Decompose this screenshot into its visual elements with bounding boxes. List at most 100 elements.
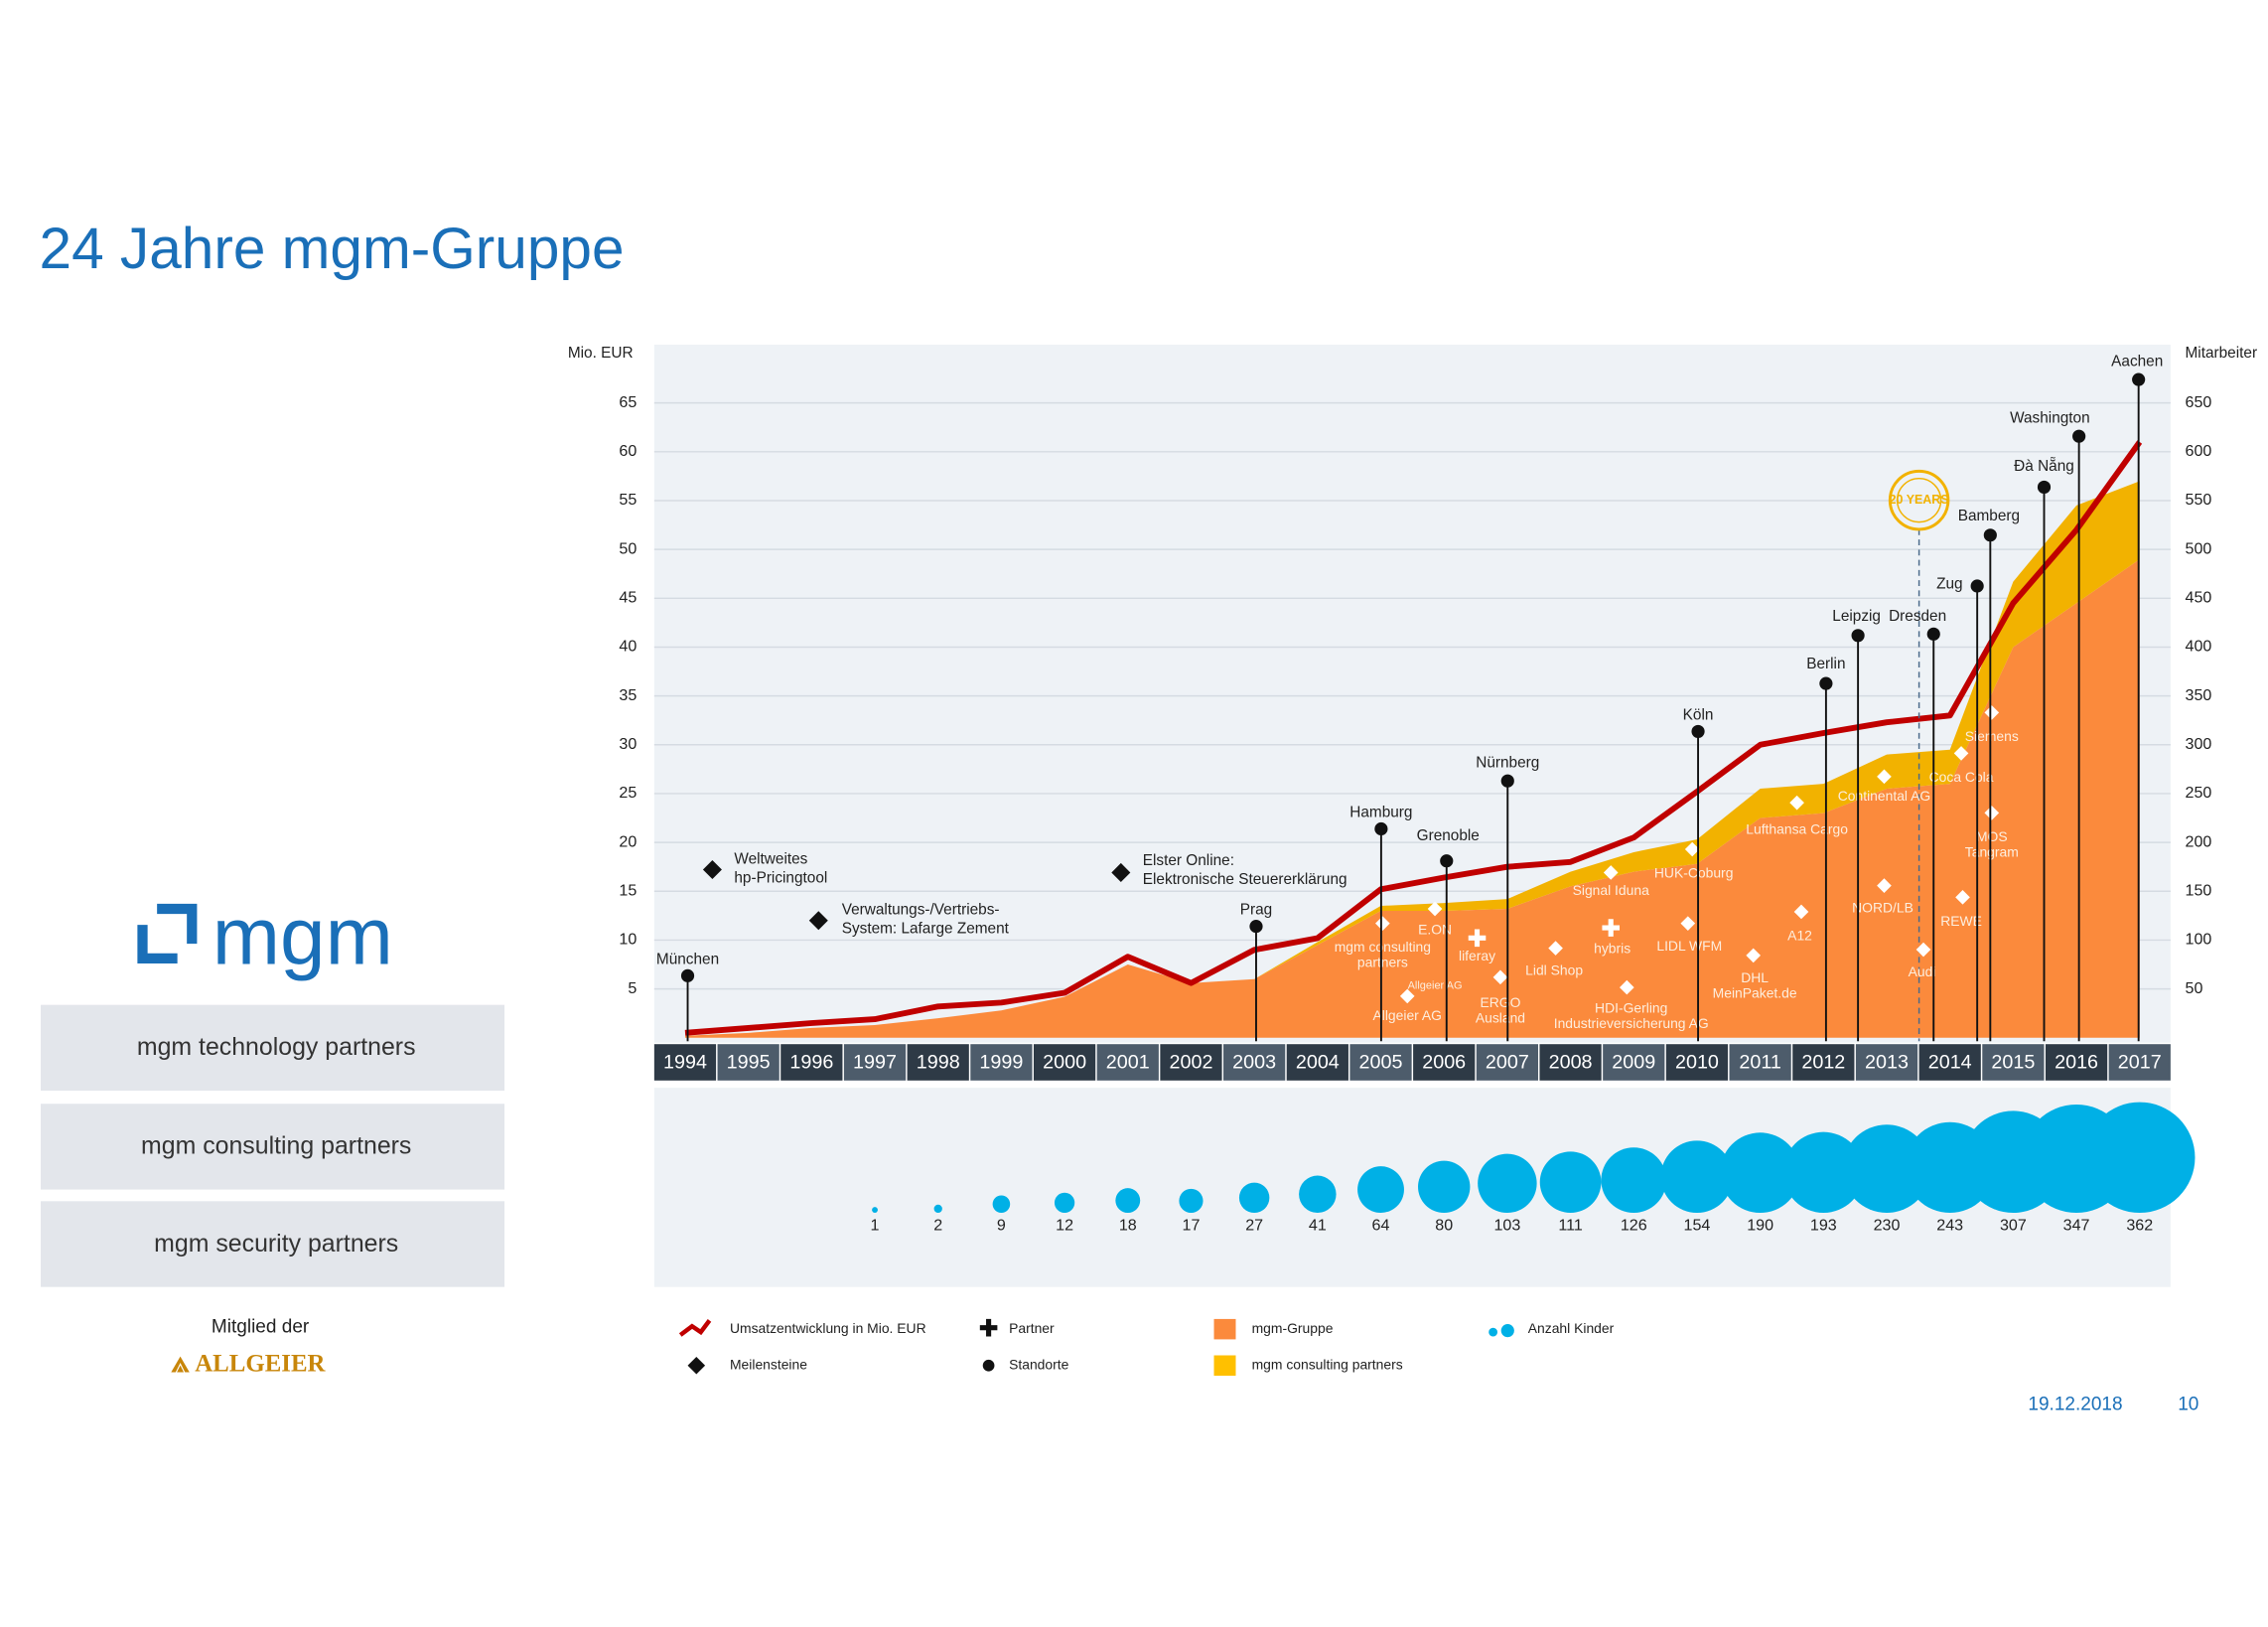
location-label: München — [656, 951, 719, 967]
year-cell — [970, 1044, 1033, 1081]
partner-label: hybris — [1594, 941, 1630, 957]
y2-tick-label: 150 — [2186, 882, 2212, 900]
company-box — [41, 1201, 505, 1287]
client-marker — [1399, 988, 1415, 1004]
location-label: Washington — [2010, 410, 2090, 427]
location-marker — [2037, 480, 2052, 495]
legend-label: mgm-Gruppe — [1252, 1320, 1334, 1336]
y2-tick-label: 400 — [2186, 638, 2212, 656]
y2-tick-label: 550 — [2186, 491, 2212, 509]
year-cell — [1096, 1044, 1159, 1081]
y-tick-label: 15 — [619, 882, 637, 900]
year-cell — [1033, 1044, 1096, 1081]
client-marker — [1789, 795, 1804, 811]
x-tick-label: 1998 — [917, 1051, 960, 1073]
year-cell — [2108, 1044, 2171, 1081]
location-marker — [680, 968, 695, 982]
partner-marker — [1602, 919, 1620, 937]
legend-label: mgm consulting partners — [1252, 1356, 1403, 1372]
year-cell — [1539, 1044, 1602, 1081]
x-tick-label: 2001 — [1106, 1051, 1150, 1073]
client-label: LIDL WFM — [1656, 938, 1722, 954]
bubble-label: 41 — [1309, 1216, 1327, 1234]
x-tick-label: 2009 — [1612, 1051, 1655, 1073]
client-marker — [1746, 948, 1762, 963]
year-cell — [843, 1044, 907, 1081]
badge-text: 20 YEARS — [1890, 493, 1949, 507]
logo-icon — [137, 925, 178, 963]
year-cell — [717, 1044, 780, 1081]
year-cell — [1918, 1044, 1981, 1081]
client-label: REWE — [1940, 913, 1982, 929]
client-label: Ausland — [1476, 1009, 1525, 1025]
client-label: Coca Cola — [1929, 769, 1994, 785]
location-marker — [1926, 627, 1940, 641]
location-label: Đà Nẵng — [2014, 458, 2074, 475]
y-tick-label: 60 — [619, 442, 637, 460]
legend-line — [678, 1319, 712, 1337]
location-label: Aachen — [2111, 354, 2163, 370]
legend-label: Standorte — [1009, 1356, 1069, 1372]
milestone-label: Elster Online: — [1143, 852, 1234, 869]
bubble-label: 362 — [2126, 1216, 2153, 1234]
y-tick-label: 20 — [619, 832, 637, 850]
x-tick-label: 2002 — [1169, 1051, 1212, 1073]
bubble — [1115, 1188, 1141, 1214]
client-label: DHL — [1741, 969, 1769, 985]
bubble-label: 307 — [2000, 1216, 2027, 1234]
y2-tick-label: 200 — [2186, 832, 2212, 850]
client-label: Tangram — [1965, 843, 2019, 859]
bubble-label: 9 — [997, 1216, 1006, 1234]
client-label: A12 — [1787, 928, 1812, 944]
x-tick-label: 2004 — [1296, 1051, 1340, 1073]
client-marker — [1603, 865, 1619, 880]
logo-text: mgm — [213, 891, 393, 981]
location-label: Zug — [1936, 576, 1962, 593]
year-cell — [780, 1044, 843, 1081]
bubble-label: 2 — [933, 1216, 942, 1234]
y-tick-label: 5 — [628, 979, 637, 997]
x-tick-label: 2013 — [1865, 1051, 1909, 1073]
location-label: Berlin — [1806, 656, 1845, 672]
x-tick-label: 2008 — [1549, 1051, 1593, 1073]
legend-swatch — [1213, 1318, 1236, 1340]
location-marker — [2132, 372, 2146, 386]
legend-milestone — [687, 1356, 706, 1375]
client-marker — [1915, 942, 1931, 958]
allgeier-icon — [169, 1354, 192, 1374]
x-tick-label: 1997 — [853, 1051, 897, 1073]
bubble-label: 103 — [1493, 1216, 1520, 1234]
milestone-label: Verwaltungs-/Vertriebs- — [842, 902, 1000, 919]
bubble — [1299, 1175, 1337, 1214]
bubble-label: 80 — [1435, 1216, 1453, 1234]
year-cell — [1413, 1044, 1476, 1081]
bubble-label: 230 — [1874, 1216, 1901, 1234]
year-cell — [1223, 1044, 1286, 1081]
location-marker — [1819, 676, 1833, 690]
location-label: Grenoble — [1417, 827, 1480, 844]
x-tick-label: 1996 — [789, 1051, 833, 1073]
x-tick-label: 2016 — [2055, 1051, 2098, 1073]
badge-ring — [1896, 477, 1942, 523]
bubble — [1539, 1151, 1602, 1214]
client-label: E.ON — [1418, 922, 1452, 938]
year-cell — [1286, 1044, 1348, 1081]
member-text: Mitglied der — [212, 1317, 310, 1338]
client-label: HUK-Coburg — [1654, 865, 1734, 881]
location-marker — [1500, 774, 1514, 788]
client-marker — [1984, 806, 2000, 820]
y2-tick-label: 450 — [2186, 589, 2212, 607]
bubble — [1179, 1188, 1204, 1214]
x-tick-label: 2012 — [1801, 1051, 1845, 1073]
client-marker — [1877, 878, 1892, 893]
x-tick-label: 2006 — [1422, 1051, 1466, 1073]
year-cell — [2045, 1044, 2108, 1081]
x-tick-label: 2007 — [1486, 1051, 1529, 1073]
legend-bubble — [1488, 1327, 1498, 1337]
area — [684, 558, 2140, 1038]
year-cell — [1729, 1044, 1791, 1081]
client-marker — [1793, 904, 1809, 920]
y-tick-label: 30 — [619, 735, 637, 753]
milestone-marker — [1111, 862, 1131, 882]
client-label: mgm consulting — [1335, 939, 1431, 955]
